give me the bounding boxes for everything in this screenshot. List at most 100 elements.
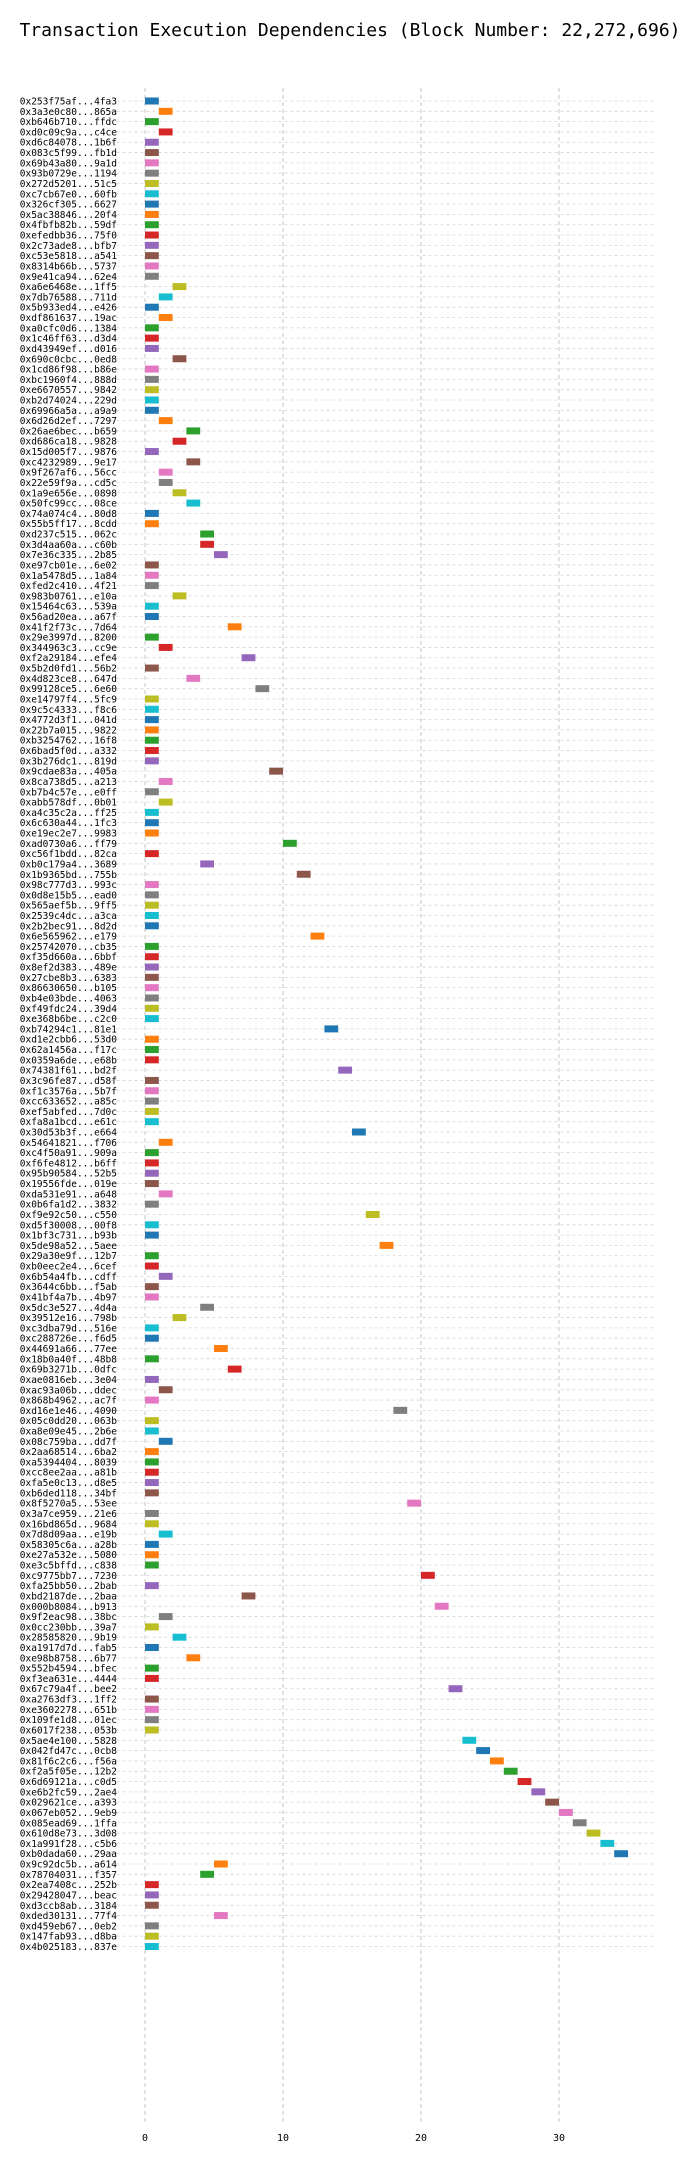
row-label: 0xc9775bb7...7230 bbox=[20, 1571, 118, 1582]
row-label: 0x6b54a4fb...cdff bbox=[20, 1272, 117, 1283]
row-label: 0x27cbe8b3...6383 bbox=[20, 973, 117, 984]
dependency-bar bbox=[145, 396, 159, 404]
row-label: 0x29a30e9f...12b7 bbox=[20, 1251, 117, 1262]
row-label: 0x253f75af...4fa3 bbox=[20, 97, 117, 108]
chart-title: Transaction Execution Dependencies (Bloc… bbox=[19, 20, 681, 41]
row-label: 0x5de98a52...5aee bbox=[20, 1241, 118, 1252]
row-label: 0xc288726e...f6d5 bbox=[20, 1334, 117, 1345]
row-label: 0xc53e5818...a541 bbox=[20, 251, 118, 262]
row-label: 0xe3c5bffd...c838 bbox=[20, 1561, 118, 1572]
row-label: 0xbd2187de...2baa bbox=[20, 1591, 117, 1602]
dependency-bar bbox=[186, 458, 201, 466]
row-label: 0x8ef2d383...489e bbox=[20, 963, 118, 974]
dependency-bar bbox=[448, 1685, 463, 1693]
row-label: 0x29428047...beac bbox=[20, 1890, 117, 1901]
row-label: 0x50fc99cc...08ce bbox=[20, 499, 118, 510]
row-label: 0x1cd86f98...b86e bbox=[20, 365, 118, 376]
row-label: 0xb0dada60...29aa bbox=[20, 1849, 117, 1860]
dependency-bar bbox=[214, 1345, 228, 1353]
dependency-bar bbox=[145, 1509, 159, 1517]
dependency-bar bbox=[158, 798, 173, 806]
row-label: 0x58305c6a...a28b bbox=[20, 1540, 118, 1551]
row-label: 0xd5f30008...00f8 bbox=[20, 1220, 118, 1231]
vertical-gridlines bbox=[144, 88, 560, 2125]
dependency-bar bbox=[145, 1942, 159, 1950]
dependency-bar bbox=[172, 355, 187, 363]
dependency-bar bbox=[296, 870, 311, 878]
row-label: 0x4d823ce8...647d bbox=[20, 674, 117, 685]
dependency-bar bbox=[572, 1819, 587, 1827]
row-label: 0x6e565962...e179 bbox=[20, 932, 118, 943]
row-label: 0x1b9365bd...755b bbox=[20, 870, 118, 881]
dependency-bar bbox=[145, 1664, 159, 1672]
dependency-bar bbox=[145, 1561, 159, 1569]
row-label: 0x9f267af6...56cc bbox=[20, 468, 117, 479]
row-label: 0x0cc230bb...39a7 bbox=[20, 1622, 117, 1633]
dependency-bar bbox=[145, 406, 159, 414]
dependency-bar bbox=[145, 602, 159, 610]
row-label: 0x2ea7408c...252b bbox=[20, 1880, 118, 1891]
row-label: 0x042fd47c...0cb8 bbox=[20, 1746, 118, 1757]
row-label: 0x54641821...f706 bbox=[20, 1138, 118, 1149]
dependency-bar bbox=[145, 891, 159, 899]
row-label: 0xabb578df...0b01 bbox=[20, 798, 118, 809]
row-label: 0xcc633652...a85c bbox=[20, 1097, 117, 1108]
dependency-bar bbox=[531, 1788, 546, 1796]
dependency-bar bbox=[200, 860, 214, 868]
dependency-bar bbox=[158, 777, 173, 785]
dependency-bar bbox=[145, 881, 159, 889]
row-label: 0xefedbb36...75f0 bbox=[20, 231, 118, 242]
dependency-bar bbox=[145, 1458, 159, 1466]
row-label: 0x25742070...cb35 bbox=[20, 942, 117, 953]
row-label: 0x22b7a015...9822 bbox=[20, 725, 117, 736]
dependency-bar bbox=[145, 819, 159, 827]
dependency-bar bbox=[145, 509, 159, 517]
dependency-bar bbox=[145, 1582, 159, 1590]
row-label: 0x16bd865d...9684 bbox=[20, 1519, 118, 1530]
dependency-bar bbox=[172, 437, 187, 445]
dependency-bar bbox=[227, 623, 242, 631]
row-label: 0x4772d3f1...041d bbox=[20, 715, 117, 726]
dependency-bar bbox=[214, 551, 228, 559]
row-label: 0xe14797f4...5fc9 bbox=[20, 694, 118, 705]
row-label: 0x6c630a44...1fc3 bbox=[20, 818, 117, 829]
row-label: 0xd43949ef...d016 bbox=[20, 344, 118, 355]
dependency-bar bbox=[145, 1922, 159, 1930]
dependency-bar bbox=[145, 200, 159, 208]
dependency-bar bbox=[145, 1231, 159, 1239]
dependency-bar bbox=[145, 736, 159, 744]
row-label: 0xc4f50a91...909a bbox=[20, 1148, 117, 1159]
dependency-bar bbox=[145, 747, 159, 755]
row-label: 0xf9e92c50...c550 bbox=[20, 1210, 118, 1221]
dependency-bar bbox=[172, 283, 187, 291]
row-label: 0x5b933ed4...e426 bbox=[20, 303, 118, 314]
row-label: 0x3b276dc1...819d bbox=[20, 756, 117, 767]
row-label: 0xfa8a1bcd...e61c bbox=[20, 1117, 117, 1128]
row-label: 0x9c5c4333...f8c6 bbox=[20, 705, 118, 716]
row-label: 0xbc1960f4...888d bbox=[20, 375, 117, 386]
row-label: 0xe97cb01e...6e02 bbox=[20, 560, 117, 571]
row-label: 0xe19ec2e7...9983 bbox=[20, 829, 117, 840]
row-label: 0xb646b710...ffdc bbox=[20, 117, 117, 128]
dependency-bar bbox=[145, 1489, 159, 1497]
row-label: 0x1a991f28...c5b6 bbox=[20, 1839, 118, 1850]
dependency-bar bbox=[145, 1396, 159, 1404]
row-label: 0x78704031...f357 bbox=[20, 1870, 117, 1881]
row-label: 0xa0cfc0d6...1384 bbox=[20, 323, 118, 334]
dependency-bar bbox=[145, 911, 159, 919]
dependency-bar bbox=[214, 1912, 228, 1920]
dependency-bar bbox=[145, 1107, 159, 1115]
row-label: 0xa1917d7d...fab5 bbox=[20, 1643, 117, 1654]
dependency-bar bbox=[158, 417, 173, 425]
dependency-bar bbox=[145, 1283, 159, 1291]
row-label: 0xe98b8758...6b77 bbox=[20, 1653, 117, 1664]
dependency-bar bbox=[214, 1860, 228, 1868]
dependency-bar bbox=[145, 1252, 159, 1260]
row-label: 0xd0c09c9a...c4ce bbox=[20, 127, 118, 138]
row-label: 0x7e36c335...2b85 bbox=[20, 550, 117, 561]
row-label: 0x55b5ff17...8cdd bbox=[20, 519, 117, 530]
row-label: 0x5b2d0fd1...56b2 bbox=[20, 664, 117, 675]
row-label: 0xfa25bb50...2bab bbox=[20, 1581, 118, 1592]
dependency-bar bbox=[365, 1210, 380, 1218]
